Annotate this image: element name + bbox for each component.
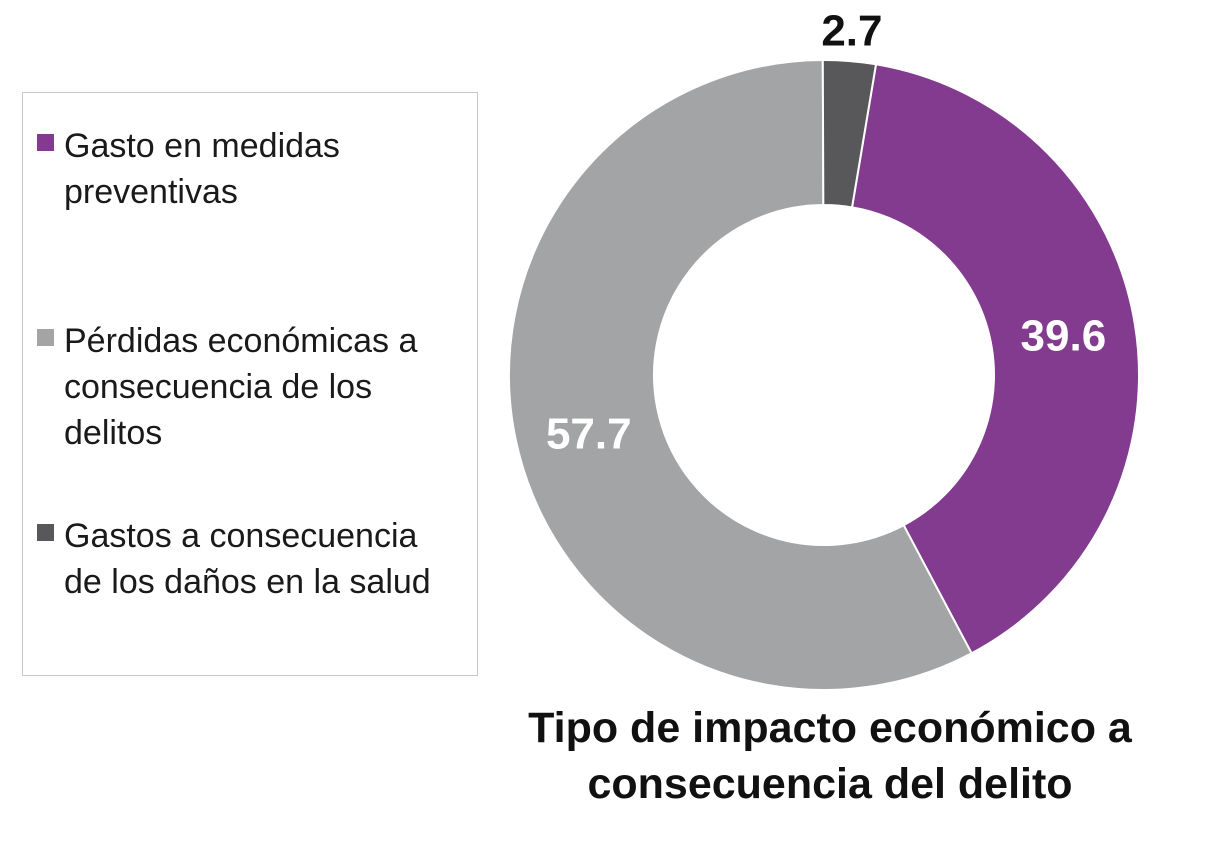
data-label-perdidas-economicas-a-consecuencia-de-los-delitos: 57.7 [546,409,632,458]
chart-title: Tipo de impacto económico a consecuencia… [528,704,1132,808]
legend-swatch-gasto-medidas-preventivas [37,134,54,151]
donut-slice-gastos-a-consecuencia-de-los-danos-en-la-salud [821,59,878,209]
data-label-gasto-en-medidas-preventivas: 39.6 [1021,312,1107,361]
donut-slice-gasto-en-medidas-preventivas [850,63,1140,655]
legend-label-perdidas-economicas: Pérdidas económicas a consecuencia de lo… [64,322,418,452]
legend-item-gasto-medidas-preventivas: Gasto en medidas preventivas [37,123,467,215]
legend-swatch-gastos-danos-salud [37,524,54,541]
legend-item-gastos-danos-salud: Gastos a consecuencia de los daños en la… [37,513,467,605]
data-label-gastos-a-consecuencia-de-los-danos-en-la-salud: 2.7 [821,7,882,56]
legend-item-perdidas-economicas: Pérdidas económicas a consecuencia de lo… [37,318,467,456]
legend-label-gastos-danos-salud: Gastos a consecuencia de los daños en la… [64,517,431,601]
legend-label-gasto-medidas-preventivas: Gasto en medidas preventivas [64,127,340,211]
legend-swatch-perdidas-economicas [37,329,54,346]
donut-slice-perdidas-economicas-a-consecuencia-de-los-delitos [508,58,973,691]
chart-legend: Gasto en medidas preventivas Pérdidas ec… [22,92,478,676]
